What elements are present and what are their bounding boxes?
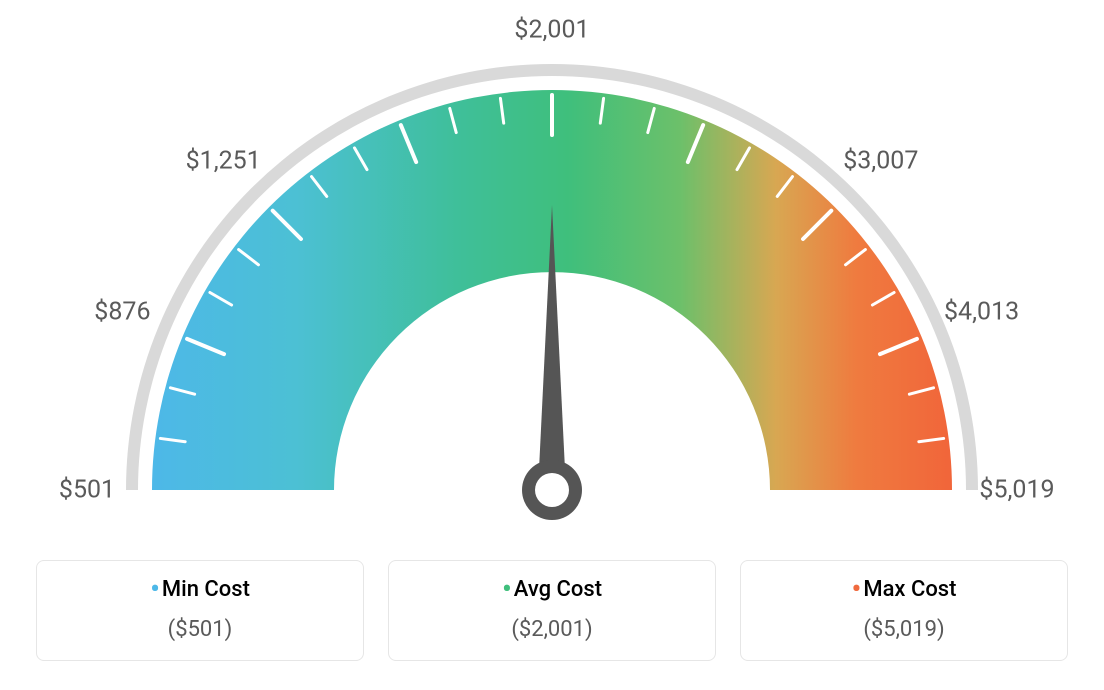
legend-value-max: ($5,019) bbox=[753, 617, 1055, 642]
legend-card-max: • Max Cost ($5,019) bbox=[740, 560, 1068, 661]
legend-value-min: ($501) bbox=[49, 617, 351, 642]
scale-label: $1,251 bbox=[186, 147, 261, 176]
legend-title-max: • Max Cost bbox=[852, 577, 957, 602]
scale-label: $2,001 bbox=[514, 16, 589, 45]
scale-label: $5,019 bbox=[979, 476, 1054, 505]
scale-label: $4,013 bbox=[944, 298, 1019, 327]
legend-value-avg: ($2,001) bbox=[401, 617, 703, 642]
legend-card-avg: • Avg Cost ($2,001) bbox=[388, 560, 716, 661]
legend-row: • Min Cost ($501) • Avg Cost ($2,001) • … bbox=[30, 560, 1074, 661]
gauge-svg bbox=[32, 20, 1072, 550]
legend-label-min: Min Cost bbox=[162, 577, 250, 602]
legend-label-max: Max Cost bbox=[863, 577, 956, 602]
legend-card-min: • Min Cost ($501) bbox=[36, 560, 364, 661]
scale-label: $501 bbox=[59, 476, 115, 505]
scale-label: $3,007 bbox=[843, 147, 918, 176]
legend-title-avg: • Avg Cost bbox=[502, 577, 602, 602]
legend-label-avg: Avg Cost bbox=[514, 577, 602, 602]
scale-label: $876 bbox=[94, 298, 150, 327]
cost-gauge: $501$876$1,251$2,001$3,007$4,013$5,019 bbox=[30, 20, 1074, 560]
legend-title-min: • Min Cost bbox=[150, 577, 250, 602]
